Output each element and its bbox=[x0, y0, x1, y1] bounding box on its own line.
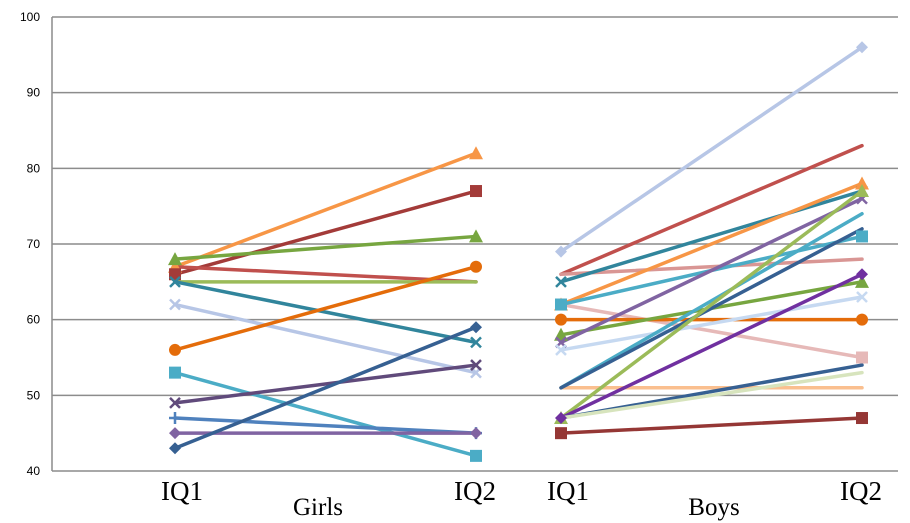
series-line bbox=[173, 280, 478, 345]
data-point bbox=[470, 321, 482, 334]
group-label: Girls bbox=[293, 494, 343, 521]
y-tick-label: 60 bbox=[27, 313, 41, 327]
y-tick-label: 90 bbox=[27, 86, 41, 100]
data-point bbox=[470, 260, 482, 273]
series-line bbox=[173, 302, 478, 375]
data-point bbox=[470, 336, 482, 349]
data-point bbox=[856, 230, 868, 243]
y-tick-label: 50 bbox=[27, 388, 41, 402]
series-line bbox=[173, 264, 478, 352]
data-point bbox=[856, 268, 868, 281]
data-point bbox=[169, 343, 181, 356]
data-point bbox=[169, 427, 181, 440]
data-point bbox=[169, 366, 181, 379]
series-line bbox=[173, 416, 478, 435]
series-line bbox=[173, 151, 478, 269]
series-line bbox=[559, 189, 864, 420]
gridlines bbox=[51, 16, 898, 472]
data-point bbox=[555, 344, 567, 356]
data-point bbox=[856, 41, 868, 54]
series-line bbox=[559, 45, 864, 254]
data-point bbox=[855, 274, 869, 288]
data-point bbox=[555, 313, 567, 326]
series-line bbox=[559, 416, 864, 435]
plot-area bbox=[168, 41, 869, 462]
x-category-label: IQ2 bbox=[454, 476, 496, 506]
series-line bbox=[559, 181, 864, 307]
series-line bbox=[173, 325, 478, 451]
data-point bbox=[555, 245, 567, 258]
data-point bbox=[856, 291, 868, 303]
data-point bbox=[856, 351, 868, 364]
data-point bbox=[168, 252, 182, 266]
data-point bbox=[470, 449, 482, 462]
data-point bbox=[855, 176, 869, 190]
x-category-label: IQ1 bbox=[547, 476, 589, 506]
series-line bbox=[559, 272, 864, 420]
data-point bbox=[555, 427, 567, 440]
data-point bbox=[469, 229, 483, 243]
x-axis-labels: IQ1 IQ2 Girls IQ1 IQ2 Boys bbox=[161, 476, 882, 521]
data-point bbox=[169, 442, 181, 455]
series-line bbox=[173, 363, 478, 405]
data-point bbox=[470, 185, 482, 198]
data-point bbox=[169, 412, 181, 425]
data-point bbox=[555, 412, 567, 425]
series-line bbox=[559, 143, 864, 277]
series-line bbox=[173, 370, 478, 458]
series-line bbox=[559, 189, 864, 284]
data-point bbox=[555, 275, 567, 288]
data-point bbox=[555, 298, 567, 311]
series-line bbox=[173, 189, 478, 277]
series-line bbox=[559, 370, 864, 420]
data-point bbox=[856, 313, 868, 326]
data-point bbox=[169, 397, 181, 409]
series-line bbox=[173, 234, 478, 261]
series-line bbox=[559, 295, 864, 352]
data-point bbox=[856, 412, 868, 425]
group-label: Boys bbox=[688, 494, 739, 521]
data-point bbox=[855, 184, 869, 198]
series-line bbox=[559, 257, 864, 277]
series-line bbox=[559, 227, 864, 390]
y-tick-label: 70 bbox=[27, 237, 41, 251]
series-line bbox=[559, 302, 864, 360]
y-tick-label: 80 bbox=[27, 161, 41, 175]
series-line bbox=[559, 196, 864, 345]
series-line bbox=[559, 211, 864, 390]
data-point bbox=[469, 146, 483, 160]
y-tick-label: 40 bbox=[27, 464, 41, 478]
y-axis-ticks: 40 50 60 70 80 90 100 bbox=[20, 10, 40, 478]
data-point bbox=[169, 275, 181, 288]
data-point bbox=[470, 359, 482, 371]
data-point bbox=[169, 298, 181, 311]
y-tick-label: 100 bbox=[20, 10, 40, 24]
x-category-label: IQ2 bbox=[840, 476, 882, 506]
x-category-label: IQ1 bbox=[161, 476, 203, 506]
data-point bbox=[470, 427, 482, 440]
